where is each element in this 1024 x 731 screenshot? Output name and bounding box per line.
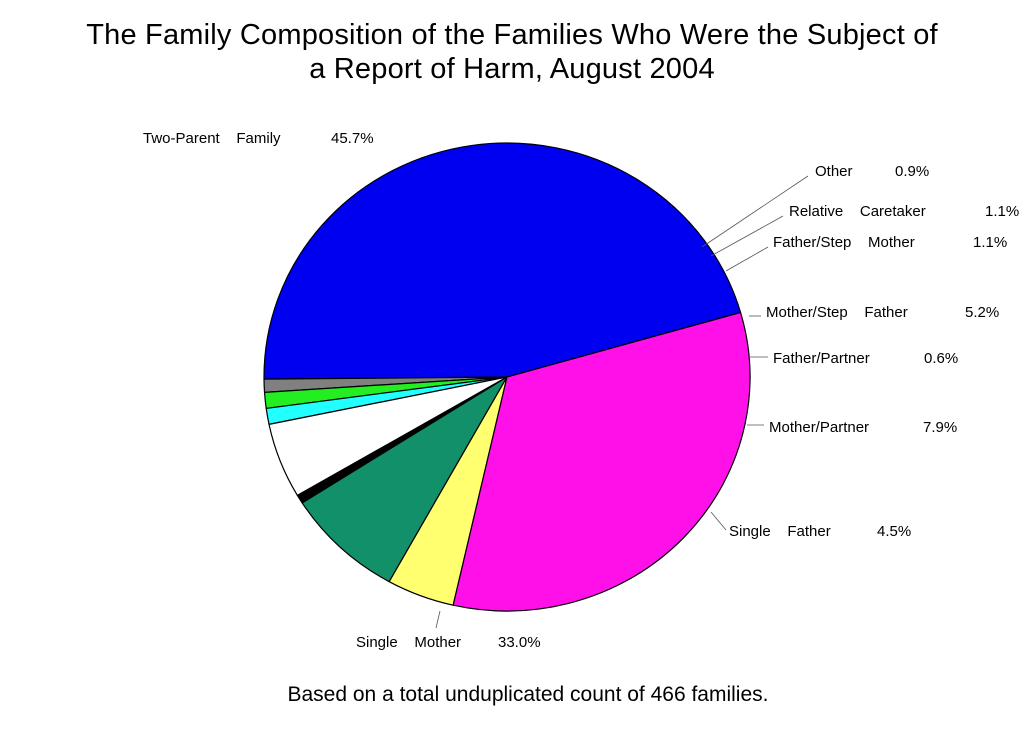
- leader-line-father-step-mother: [725, 246, 769, 272]
- pie-slice-single-mother: [452, 311, 751, 612]
- slice-label-relative-caretaker: Relative Caretaker: [789, 203, 926, 220]
- leader-line-other: [701, 175, 809, 248]
- slice-label-father-step-mother: Father/Step Mother: [773, 234, 915, 251]
- slice-percent-mother-step-father: 5.2%: [965, 304, 999, 321]
- slice-label-mother-partner: Mother/Partner: [769, 419, 869, 436]
- leader-line-relative-caretaker: [710, 215, 784, 257]
- slice-label-father-partner: Father/Partner: [773, 350, 870, 367]
- slice-percent-father-partner: 0.6%: [924, 350, 958, 367]
- slice-percent-single-mother: 33.0%: [498, 634, 541, 651]
- slice-percent-father-step-mother: 1.1%: [973, 234, 1007, 251]
- chart-footnote: Based on a total unduplicated count of 4…: [287, 683, 769, 706]
- slice-label-single-mother: Single Mother: [356, 634, 461, 651]
- slice-percent-single-father: 4.5%: [877, 523, 911, 540]
- chart-title: The Family Composition of the Families W…: [0, 18, 1024, 86]
- pie-slice-two-parent-family: [263, 142, 742, 380]
- chart-title-line-2: a Report of Harm, August 2004: [309, 53, 715, 85]
- slice-label-two-parent-family: Two-Parent Family: [143, 130, 281, 147]
- slice-label-mother-step-father: Mother/Step Father: [766, 304, 908, 321]
- slice-label-single-father: Single Father: [729, 523, 831, 540]
- leader-line-single-father: [710, 511, 727, 531]
- slice-percent-relative-caretaker: 1.1%: [985, 203, 1019, 220]
- leader-line-single-mother: [435, 610, 441, 629]
- chart-title-line-1: The Family Composition of the Families W…: [86, 19, 938, 51]
- slice-percent-other: 0.9%: [895, 163, 929, 180]
- slice-percent-mother-partner: 7.9%: [923, 419, 957, 436]
- pie-slice-mother-partner: [301, 376, 508, 583]
- slice-label-other: Other: [815, 163, 853, 180]
- slice-percent-two-parent-family: 45.7%: [331, 130, 374, 147]
